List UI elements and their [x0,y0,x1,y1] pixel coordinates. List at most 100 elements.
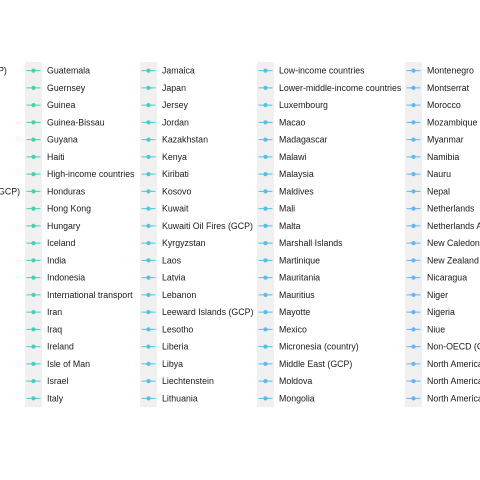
legend-entry: Macao [258,117,306,127]
legend-entry: Netherlands [406,204,475,214]
legend-label: North America [427,393,480,403]
legend-entry: Hungary [26,221,81,231]
legend-key-marker [31,172,36,177]
legend-label: North America [427,376,480,386]
legend-entry: Libya [141,359,183,369]
legend-label: Jordan [162,117,189,127]
legend-key-marker [263,344,268,349]
legend-key-marker [263,396,268,401]
legend-key-marker [146,258,151,263]
legend-key-marker [146,172,151,177]
legend-entry: Guatemala [26,66,90,76]
legend-label: Honduras [47,186,86,196]
legend-entry: Niger [406,290,448,300]
legend-key-marker [263,223,268,228]
legend-column: Jamaica Japan Jersey Jordan Kazakhstan Kenya K… [140,62,253,407]
legend-entry: Jordan [141,117,189,127]
legend-key-marker [411,292,416,297]
legend-key-marker [263,85,268,90]
legend-label: Indonesia [47,273,85,283]
legend-label: Lithuania [162,393,198,403]
legend-label: Mali [279,204,295,214]
legend-label: Montserrat [427,83,470,93]
legend-label: Nigeria [427,307,455,317]
legend-entry: Latvia [141,273,186,283]
legend-entry: North America [406,393,480,403]
legend-key-marker [411,379,416,384]
legend-entry: North America [406,359,480,369]
legend-entry: Nepal [406,186,450,196]
legend-label: Kuwait [162,204,189,214]
legend-label: Guernsey [47,83,86,93]
legend-entry: Liberia [141,342,189,352]
legend-key-marker [146,292,151,297]
legend-key-marker [411,310,416,315]
legend-key-marker [31,396,36,401]
legend-label: Moldova [279,376,312,386]
legend-entry: Niue [406,324,445,334]
legend-entry: Lithuania [141,393,198,403]
legend-key-marker [263,310,268,315]
legend-key-background [405,62,422,407]
legend-entry: Mauritania [258,273,320,283]
legend-key-background [257,62,274,407]
legend-key-marker [263,379,268,384]
legend-label: Guatemala [47,66,90,76]
legend-entry: Malaysia [258,169,314,179]
legend-entry: Kenya [141,152,187,162]
legend-label: North America [427,359,480,369]
legend-key-marker [411,120,416,125]
legend-entry: Kuwait [141,204,189,214]
legend-entry: Morocco [406,100,461,110]
legend-entry: Iceland [26,238,75,248]
legend-label: Kazakhstan [162,135,208,145]
legend-entry: Kosovo [141,186,191,196]
legend-entry: Nauru [406,169,451,179]
legend-label: Iraq [47,324,62,334]
legend-entry: Indonesia [26,273,85,283]
legend-entry: Iran [26,307,62,317]
legend-entry: Maldives [258,186,314,196]
legend-column: P) GCP) [0,66,20,197]
legend-label: Marshall Islands [279,238,343,248]
legend-entry: Liechtenstein [141,376,214,386]
legend-label: Namibia [427,152,459,162]
legend-label: Japan [162,83,186,93]
legend-entry: Nigeria [406,307,455,317]
legend-label: Low-income countries [279,66,365,76]
legend-key-marker [411,396,416,401]
legend-key-marker [31,137,36,142]
legend-entry: Italy [26,393,64,403]
legend-key-marker [263,120,268,125]
legend-key-marker [31,154,36,159]
legend-label: Isle of Man [47,359,90,369]
legend-label: Liechtenstein [162,376,214,386]
legend-label: Iran [47,307,62,317]
legend-label: Malaysia [279,169,314,179]
legend-label: Lower-middle-income countries [279,83,402,93]
legend-entry: Kyrgyzstan [141,238,206,248]
legend-key-marker [31,189,36,194]
legend-entry: GCP) [0,186,20,196]
legend-label: P) [0,66,7,76]
legend-key-marker [411,258,416,263]
legend-column: Guatemala Guernsey Guinea Guinea-Bissau Guya… [25,62,135,407]
legend-label: Malawi [279,152,306,162]
legend-label: Luxembourg [279,100,328,110]
legend-entry: Laos [141,255,182,265]
legend-key-marker [146,189,151,194]
legend-key-marker [263,154,268,159]
legend-key-marker [263,172,268,177]
legend-key-marker [31,85,36,90]
legend-entry: Luxembourg [258,100,328,110]
legend-label: GCP) [0,186,20,196]
legend-key-marker [411,223,416,228]
legend-label: Niue [427,324,445,334]
legend-entry: Lebanon [141,290,196,300]
legend-key-marker [146,154,151,159]
legend-key-marker [263,241,268,246]
legend-key-marker [31,327,36,332]
legend-label: Italy [47,393,64,403]
legend-label: Guinea-Bissau [47,117,105,127]
legend-entry: Montserrat [406,83,470,93]
